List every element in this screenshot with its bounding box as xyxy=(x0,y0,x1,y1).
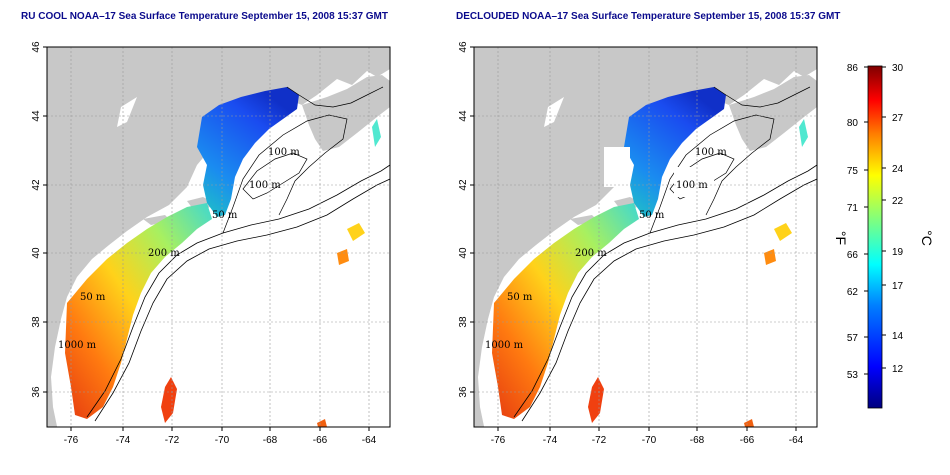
latitude-tick-label: 38 xyxy=(31,316,42,328)
longitude-tick-label: -70 xyxy=(215,435,230,446)
latitude-tick-label: 38 xyxy=(458,316,469,328)
celsius-unit-label: °C xyxy=(919,230,935,246)
map-title-declouded: DECLOUDED NOAA–17 Sea Surface Temperatur… xyxy=(456,11,841,22)
depth-contour-label: 50 m xyxy=(212,210,238,221)
depth-contour-label: 50 m xyxy=(80,292,106,303)
latitude-tick-label: 44 xyxy=(458,110,469,122)
depth-contour-label: 200 m xyxy=(575,248,607,259)
depth-contour-label: 100 m xyxy=(268,147,300,158)
graticule xyxy=(47,47,390,427)
celsius-tick-label: 30 xyxy=(892,63,904,74)
map-title-raw: RU COOL NOAA–17 Sea Surface Temperature … xyxy=(21,11,388,22)
celsius-tick-label: 27 xyxy=(892,113,904,124)
map-frame xyxy=(473,46,818,428)
longitude-tick-label: -68 xyxy=(263,435,278,446)
latitude-tick-label: 46 xyxy=(31,41,42,53)
celsius-tick-label: 17 xyxy=(892,281,904,292)
graticule xyxy=(474,47,817,427)
latitude-tick-label: 36 xyxy=(31,386,42,398)
latitude-tick-label: 44 xyxy=(31,110,42,122)
latitude-tick-label: 36 xyxy=(458,386,469,398)
latitude-tick-label: 40 xyxy=(31,247,42,259)
sst-map-declouded: 100 m 100 m 50 m 200 m 50 m 1000 m -76 -74 -72 -7… xyxy=(458,41,818,446)
depth-contour-label: 100 m xyxy=(676,180,708,191)
depth-contour-label: 1000 m xyxy=(58,340,97,351)
celsius-tick-label: 14 xyxy=(892,331,904,342)
celsius-tick-label: 19 xyxy=(892,247,904,258)
longitude-tick-label: -72 xyxy=(592,435,607,446)
fahrenheit-tick-label: 80 xyxy=(847,118,859,129)
fahrenheit-tick-label: 62 xyxy=(847,287,859,298)
latitude-tick-label: 46 xyxy=(458,41,469,53)
fahrenheit-tick-label: 75 xyxy=(847,166,859,177)
longitude-tick-label: -72 xyxy=(165,435,180,446)
colorbar-gradient xyxy=(867,65,883,409)
fahrenheit-tick-label: 71 xyxy=(847,203,859,214)
longitude-tick-label: -64 xyxy=(789,435,804,446)
longitude-tick-label: -74 xyxy=(543,435,558,446)
depth-contour-label: 200 m xyxy=(148,248,180,259)
longitude-tick-label: -70 xyxy=(642,435,657,446)
longitude-tick-label: -74 xyxy=(116,435,131,446)
longitude-tick-label: -64 xyxy=(362,435,377,446)
depth-contour-label: 50 m xyxy=(507,292,533,303)
latitude-tick-label: 40 xyxy=(458,247,469,259)
depth-contour-label: 100 m xyxy=(695,147,727,158)
longitude-tick-label: -66 xyxy=(313,435,328,446)
fahrenheit-unit-label: °F xyxy=(833,231,849,245)
depth-contour-label: 50 m xyxy=(639,210,665,221)
longitude-tick-label: -76 xyxy=(491,435,506,446)
temperature-colorbar: 86 80 75 71 66 62 57 53 30 27 24 22 19 17 14 12 °F °C xyxy=(833,63,935,409)
depth-contour-label: 100 m xyxy=(249,180,281,191)
fahrenheit-tick-label: 66 xyxy=(847,250,859,261)
latitude-tick-label: 42 xyxy=(31,179,42,191)
fahrenheit-tick-label: 53 xyxy=(847,370,859,381)
latitude-tick-label: 42 xyxy=(458,179,469,191)
longitude-tick-label: -68 xyxy=(690,435,705,446)
map-imagery xyxy=(474,47,817,427)
sst-map-raw: 100 m 100 m 50 m 200 m 50 m 1000 m -76 -74 -72 -7… xyxy=(31,41,391,446)
map-imagery xyxy=(47,47,390,427)
map-frame xyxy=(46,46,391,428)
depth-contour-label: 1000 m xyxy=(485,340,524,351)
fahrenheit-tick-label: 57 xyxy=(847,333,859,344)
celsius-tick-label: 22 xyxy=(892,196,904,207)
longitude-tick-label: -76 xyxy=(64,435,79,446)
fahrenheit-tick-label: 86 xyxy=(847,63,859,74)
longitude-tick-label: -66 xyxy=(740,435,755,446)
celsius-tick-label: 24 xyxy=(892,164,904,175)
celsius-tick-label: 12 xyxy=(892,364,904,375)
